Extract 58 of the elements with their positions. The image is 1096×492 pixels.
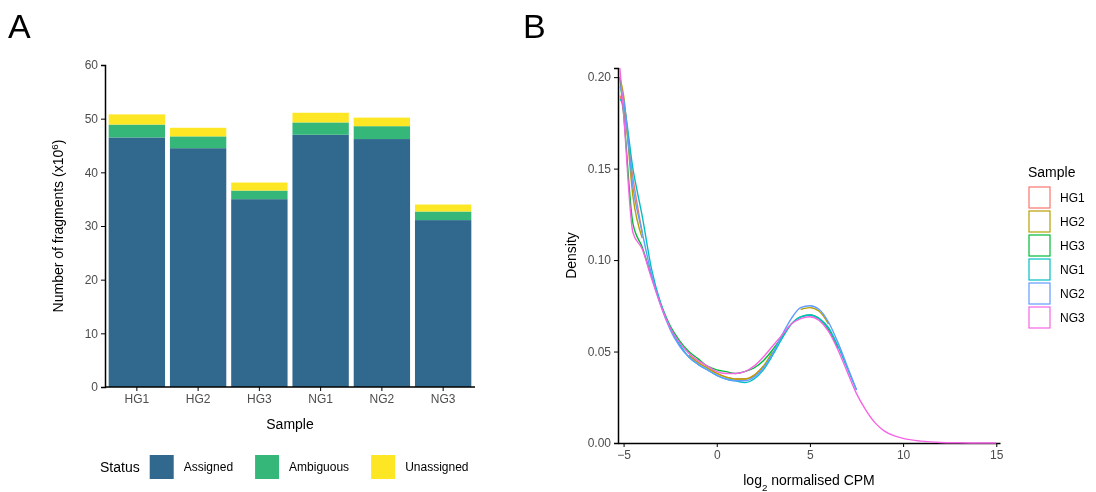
bar — [231, 199, 288, 387]
y-tick-label: 0.00 — [587, 436, 612, 451]
chart-title: A — [8, 7, 31, 45]
legend-label: NG2 — [1060, 287, 1085, 301]
bar — [353, 117, 411, 127]
x-tick-label: NG2 — [369, 391, 395, 406]
bar — [169, 148, 227, 387]
y-axis-title: Density — [563, 232, 579, 279]
x-tick-label: NG3 — [430, 391, 456, 406]
y-tick-label: 0.20 — [587, 70, 612, 85]
bar — [108, 114, 166, 125]
y-tick-label: 50 — [84, 112, 99, 127]
legend-label: HG3 — [1060, 239, 1085, 253]
x-tick-label: HG2 — [185, 391, 211, 406]
bar — [414, 204, 472, 212]
bar — [231, 182, 288, 191]
y-tick-label: 10 — [84, 326, 99, 341]
bar — [108, 124, 166, 138]
y-tick-label: 0.10 — [587, 253, 612, 268]
legend-label: HG1 — [1060, 191, 1085, 205]
bar — [353, 126, 411, 140]
chart-title: B — [523, 7, 546, 45]
legend-title: Sample — [1028, 164, 1076, 180]
x-tick-label: 5 — [807, 447, 815, 462]
y-tick-label: 0.05 — [587, 344, 612, 359]
bar — [169, 127, 227, 137]
legend-label: Unassigned — [405, 460, 469, 474]
bar — [292, 122, 349, 135]
y-tick-label: 0 — [91, 380, 99, 395]
legend-title: Status — [100, 459, 140, 475]
bar — [108, 137, 166, 387]
legend-label: NG1 — [1060, 263, 1085, 277]
bar — [353, 139, 411, 387]
y-tick-label: 60 — [84, 58, 99, 73]
legend-label: NG3 — [1060, 311, 1085, 325]
x-tick-label: HG1 — [124, 391, 150, 406]
x-tick-label: HG3 — [247, 391, 273, 406]
x-axis-title: Sample — [266, 416, 314, 432]
bar — [414, 220, 472, 387]
bar — [169, 136, 227, 149]
y-tick-label: 0.15 — [587, 161, 612, 176]
x-tick-label: 15 — [990, 447, 1004, 462]
bar — [414, 211, 472, 221]
bar — [292, 134, 349, 387]
legend-label: Ambiguous — [289, 460, 350, 474]
y-tick-label: 40 — [84, 165, 99, 180]
x-tick-label: −5 — [617, 447, 632, 462]
legend-label: Assigned — [183, 460, 234, 474]
x-axis-title: log$_{2}$ normalised CPM — [743, 472, 875, 492]
line-series — [619, 67, 997, 444]
y-tick-label: 30 — [84, 219, 99, 234]
x-tick-label: NG1 — [308, 391, 334, 406]
x-tick-label: 10 — [896, 447, 911, 462]
bar — [231, 190, 288, 200]
bar — [292, 112, 349, 123]
x-tick-label: 0 — [713, 447, 721, 462]
y-tick-label: 20 — [84, 273, 99, 288]
legend-label: HG2 — [1060, 215, 1085, 229]
